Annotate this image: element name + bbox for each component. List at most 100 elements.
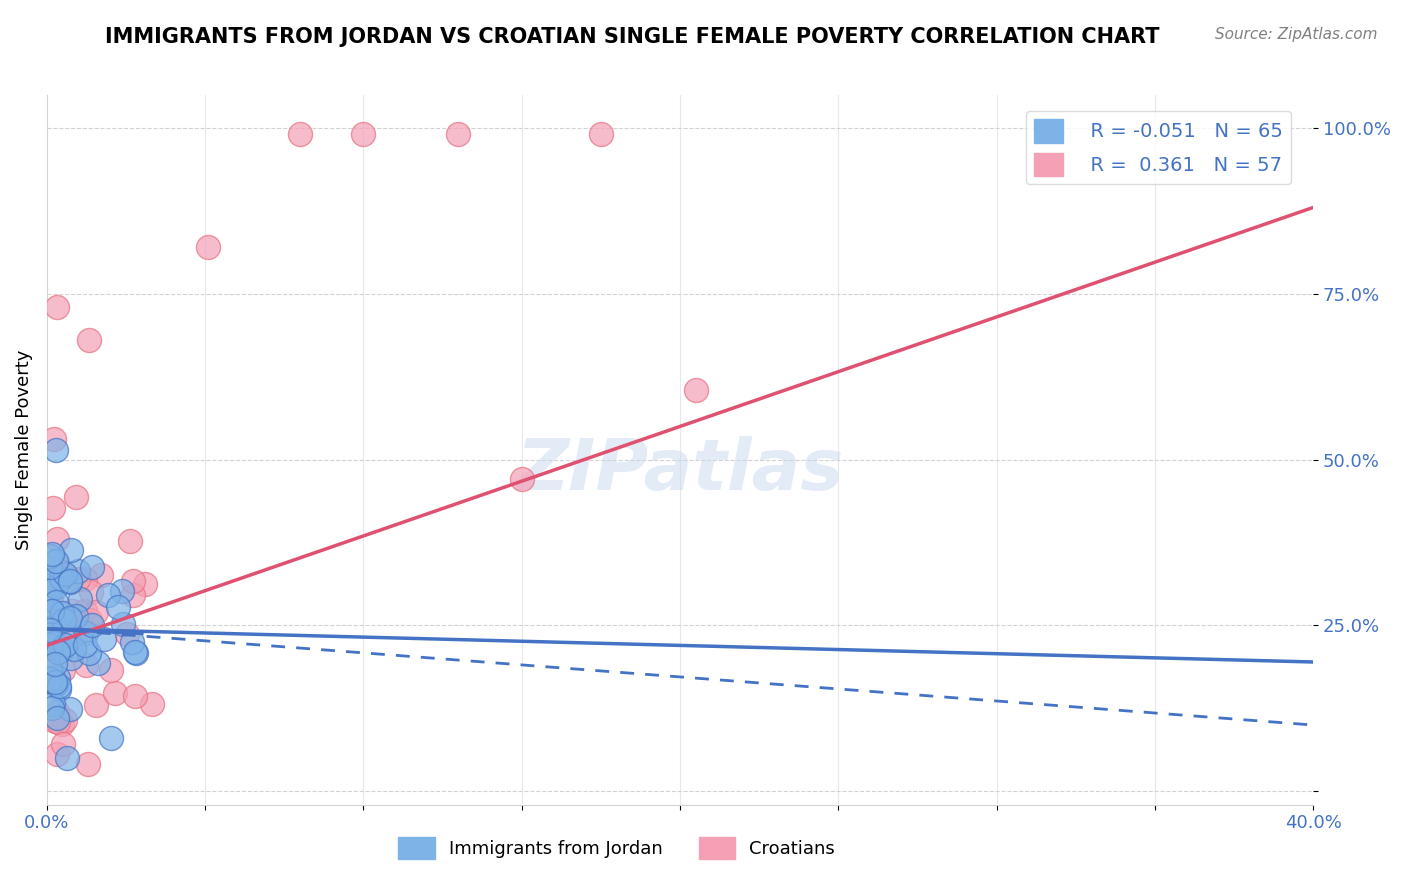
Croatians [65, 624, 87, 638]
Immigrants from Jordan [44, 674, 66, 689]
Immigrants from Jordan [93, 632, 115, 647]
Croatians [44, 714, 66, 728]
Immigrants from Jordan [48, 679, 70, 693]
Croatians [197, 240, 219, 254]
Immigrants from Jordan [46, 645, 69, 659]
Immigrants from Jordan [45, 580, 67, 594]
Immigrants from Jordan [41, 698, 63, 712]
Croatians [115, 627, 138, 641]
Immigrants from Jordan [39, 672, 62, 686]
Croatians [90, 568, 112, 582]
Croatians [447, 128, 470, 142]
Immigrants from Jordan [77, 646, 100, 660]
Immigrants from Jordan [45, 595, 67, 609]
Croatians [134, 577, 156, 591]
Text: IMMIGRANTS FROM JORDAN VS CROATIAN SINGLE FEMALE POVERTY CORRELATION CHART: IMMIGRANTS FROM JORDAN VS CROATIAN SINGL… [105, 27, 1160, 46]
Immigrants from Jordan [59, 650, 82, 665]
Immigrants from Jordan [59, 611, 82, 625]
Croatians [39, 657, 62, 671]
Croatians [45, 533, 67, 547]
Croatians [86, 698, 108, 713]
Immigrants from Jordan [39, 582, 62, 596]
Immigrants from Jordan [124, 645, 146, 659]
Immigrants from Jordan [80, 617, 103, 632]
Croatians [79, 614, 101, 628]
Croatians [39, 670, 62, 684]
Immigrants from Jordan [124, 646, 146, 660]
Immigrants from Jordan [55, 638, 77, 652]
Immigrants from Jordan [111, 584, 134, 599]
Croatians [39, 584, 62, 599]
Croatians [685, 384, 707, 398]
Legend:   R = -0.051   N = 65,   R =  0.361   N = 57: R = -0.051 N = 65, R = 0.361 N = 57 [1026, 112, 1291, 184]
Immigrants from Jordan [44, 657, 66, 671]
Croatians [124, 689, 146, 703]
Croatians [353, 128, 375, 142]
Immigrants from Jordan [51, 643, 73, 657]
Croatians [44, 433, 66, 447]
Croatians [53, 568, 76, 582]
Croatians [73, 572, 96, 586]
Immigrants from Jordan [63, 642, 86, 657]
Immigrants from Jordan [75, 626, 97, 640]
Croatians [52, 641, 75, 656]
Croatians [63, 640, 86, 655]
Croatians [51, 717, 73, 731]
Text: ZIPatlas: ZIPatlas [516, 436, 844, 506]
Immigrants from Jordan [97, 588, 120, 602]
Immigrants from Jordan [56, 751, 79, 765]
Croatians [76, 756, 98, 771]
Immigrants from Jordan [39, 549, 62, 563]
Croatians [39, 636, 62, 650]
Immigrants from Jordan [39, 632, 62, 646]
Croatians [55, 713, 77, 727]
Croatians [52, 737, 75, 751]
Croatians [46, 747, 69, 761]
Croatians [73, 605, 96, 619]
Immigrants from Jordan [39, 638, 62, 652]
Text: Source: ZipAtlas.com: Source: ZipAtlas.com [1215, 27, 1378, 42]
Immigrants from Jordan [39, 664, 62, 678]
Immigrants from Jordan [48, 671, 70, 685]
Croatians [510, 472, 533, 486]
Croatians [46, 300, 69, 314]
Croatians [77, 333, 100, 347]
Immigrants from Jordan [112, 616, 135, 631]
Immigrants from Jordan [41, 604, 63, 618]
Immigrants from Jordan [39, 604, 62, 618]
Immigrants from Jordan [41, 606, 63, 620]
Croatians [100, 663, 122, 677]
Immigrants from Jordan [73, 638, 96, 652]
Croatians [84, 605, 107, 619]
Croatians [41, 593, 63, 607]
Immigrants from Jordan [82, 560, 104, 574]
Immigrants from Jordan [39, 574, 62, 589]
Immigrants from Jordan [59, 575, 82, 590]
Croatians [104, 686, 127, 700]
Croatians [70, 612, 93, 626]
Immigrants from Jordan [53, 613, 76, 627]
Immigrants from Jordan [45, 677, 67, 691]
Immigrants from Jordan [39, 621, 62, 635]
Immigrants from Jordan [65, 609, 87, 624]
Immigrants from Jordan [41, 701, 63, 715]
Croatians [118, 534, 141, 549]
Immigrants from Jordan [107, 599, 129, 614]
Immigrants from Jordan [69, 591, 91, 606]
Immigrants from Jordan [48, 682, 70, 697]
Croatians [66, 572, 89, 586]
Immigrants from Jordan [87, 657, 110, 671]
Immigrants from Jordan [45, 711, 67, 725]
Croatians [589, 128, 612, 142]
Immigrants from Jordan [42, 670, 65, 684]
Immigrants from Jordan [51, 606, 73, 620]
Immigrants from Jordan [39, 560, 62, 574]
Immigrants from Jordan [41, 548, 63, 562]
Immigrants from Jordan [51, 570, 73, 584]
Immigrants from Jordan [45, 442, 67, 457]
Immigrants from Jordan [59, 574, 82, 589]
Croatians [62, 604, 84, 618]
Croatians [46, 556, 69, 570]
Croatians [73, 625, 96, 640]
Croatians [80, 585, 103, 599]
